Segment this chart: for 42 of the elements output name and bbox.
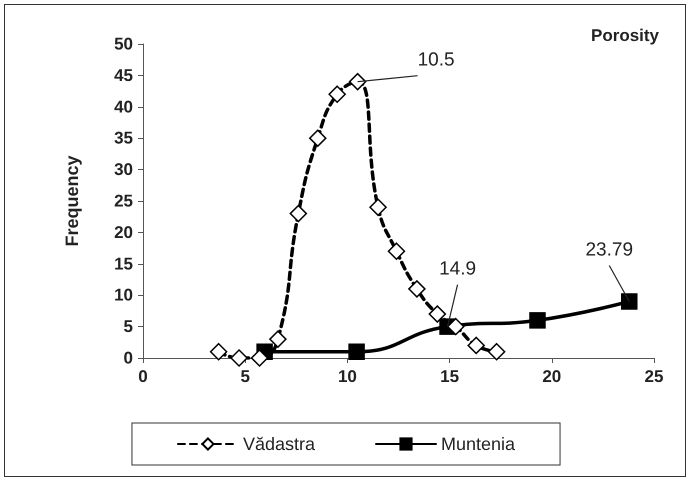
point [529, 312, 546, 329]
point [388, 242, 406, 260]
point [369, 198, 387, 216]
point [309, 129, 327, 147]
chart-title: Porosity [590, 26, 660, 45]
point [230, 349, 248, 367]
y-tick-label: 0 [124, 348, 133, 368]
y-tick-label: 5 [124, 317, 133, 336]
x-tick-label: 5 [240, 367, 250, 386]
point [250, 349, 268, 367]
y-tick-label: 15 [114, 254, 133, 274]
point [210, 342, 228, 360]
point [446, 318, 464, 336]
point [290, 204, 308, 222]
y-tick-label: 45 [114, 66, 133, 85]
point [348, 343, 365, 360]
point [428, 305, 446, 323]
y-tick-label: 25 [114, 192, 133, 210]
annotation: 14.9 [439, 258, 476, 280]
annotation: 23.79 [585, 239, 634, 260]
legend-label: Muntenia [441, 434, 516, 454]
y-tick-label: 40 [114, 97, 133, 116]
y-tick-label: 35 [114, 128, 133, 148]
legend-label: Vădastra [242, 434, 316, 454]
x-tick-label: 10 [338, 367, 357, 386]
x-tick-label: 20 [542, 367, 562, 386]
x-tick-label: 0 [138, 367, 148, 386]
point [467, 336, 485, 354]
y-axis-title: Frequency [62, 155, 82, 247]
point [621, 293, 638, 310]
point [328, 85, 346, 103]
point [269, 330, 287, 348]
point [408, 280, 426, 298]
point [348, 72, 366, 90]
point [488, 342, 506, 360]
y-tick-label: 10 [114, 286, 133, 305]
y-tick-label: 50 [114, 34, 133, 54]
x-tick-label: 15 [440, 367, 460, 386]
x-tick-label: 25 [644, 367, 664, 386]
annotation: 10.5 [418, 50, 455, 71]
y-tick-label: 30 [114, 160, 133, 180]
y-tick-label: 20 [114, 222, 133, 242]
